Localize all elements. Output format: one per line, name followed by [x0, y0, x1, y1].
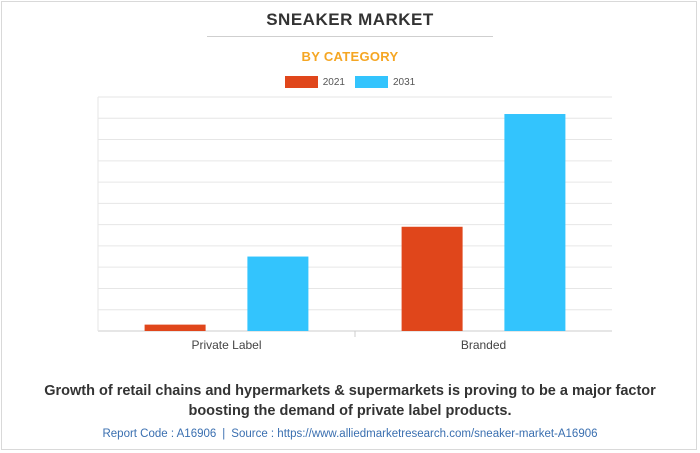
- legend-label-2021: 2021: [322, 76, 345, 88]
- bar-branded-2031: [504, 114, 566, 331]
- source-link[interactable]: Source : https://www.alliedmarketresearc…: [231, 428, 598, 440]
- bar-private-label-2021: [144, 324, 206, 331]
- legend-item-2021: 2021: [284, 76, 345, 88]
- legend-label-2031: 2031: [393, 76, 416, 88]
- title-divider: [207, 36, 493, 37]
- x-tick-label: Private Label: [191, 338, 261, 352]
- bar-branded-2021: [401, 226, 463, 331]
- legend: 2021 2031: [0, 76, 700, 88]
- chart-title: SNEAKER MARKET: [266, 10, 434, 29]
- report-code: Report Code : A16906: [102, 428, 217, 440]
- chart-subtitle: BY CATEGORY: [301, 49, 399, 64]
- bar-private-label-2031: [247, 256, 309, 331]
- chart-caption: Growth of retail chains and hypermarkets…: [44, 383, 656, 419]
- source-line: Report Code : A16906 | Source : https://ww…: [0, 428, 700, 440]
- legend-item-2031: 2031: [355, 76, 415, 88]
- source-separator: |: [222, 428, 226, 440]
- legend-swatch-2031: [355, 76, 388, 88]
- x-tick-label: Branded: [461, 338, 506, 352]
- legend-swatch-2021: [284, 76, 318, 88]
